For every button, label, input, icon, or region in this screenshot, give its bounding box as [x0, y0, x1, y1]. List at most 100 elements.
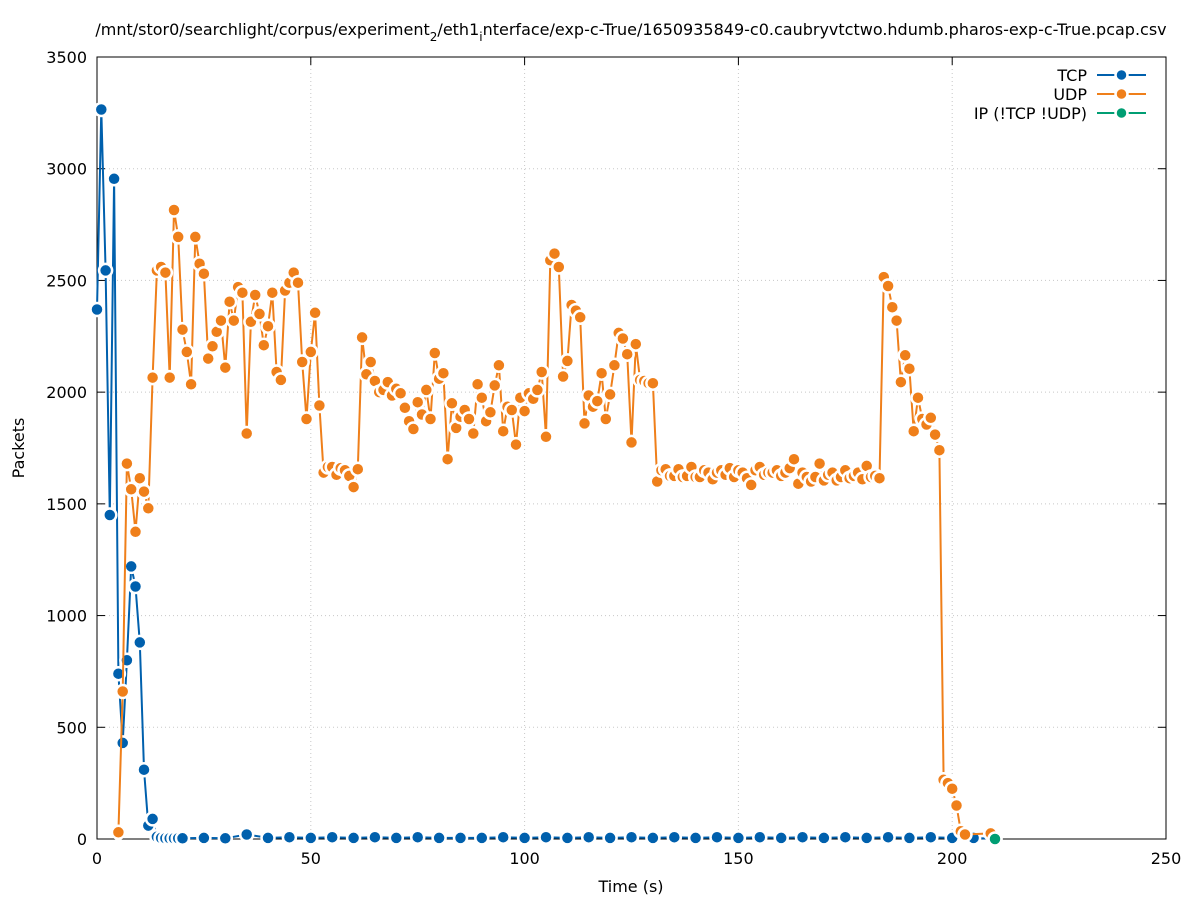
data-point: [354, 329, 370, 346]
series-layer: [89, 101, 1003, 847]
data-point: [837, 829, 854, 845]
data-point: [786, 451, 802, 467]
data-point: [132, 634, 148, 651]
data-point: [615, 330, 631, 347]
data-point: [897, 347, 913, 364]
data-point: [576, 415, 593, 432]
data-point: [893, 374, 909, 390]
data-point: [538, 429, 554, 445]
data-point: [931, 442, 948, 458]
data-point: [491, 357, 507, 374]
data-point: [409, 829, 426, 845]
data-point: [273, 372, 289, 388]
data-point: [136, 483, 152, 500]
data-point: [187, 229, 204, 245]
data-point: [174, 830, 191, 847]
data-point: [174, 321, 191, 338]
data-point: [324, 829, 340, 845]
data-point: [623, 434, 640, 451]
data-point: [645, 830, 661, 846]
data-point: [504, 402, 520, 418]
data-point: [444, 395, 460, 412]
y-tick-label: 3000: [46, 160, 87, 179]
data-point: [645, 375, 661, 391]
data-point: [687, 830, 704, 846]
data-point: [392, 385, 409, 402]
data-point: [345, 479, 362, 495]
data-point: [114, 735, 131, 751]
data-point: [589, 393, 606, 409]
data-point: [166, 202, 182, 218]
data-point: [110, 665, 127, 682]
data-point: [482, 404, 499, 421]
data-point: [551, 259, 567, 275]
data-point: [217, 359, 234, 376]
data-point: [405, 421, 422, 437]
data-point: [367, 829, 383, 845]
data-point: [157, 264, 174, 281]
data-point: [226, 312, 242, 329]
data-point: [944, 780, 960, 797]
data-point: [794, 829, 811, 845]
x-tick-label: 100: [509, 849, 540, 868]
data-point: [161, 369, 178, 386]
legend-label: UDP: [1053, 85, 1087, 104]
series-line: [117, 209, 991, 836]
data-point: [213, 312, 229, 329]
data-point: [452, 830, 469, 846]
x-tick-label: 250: [1151, 849, 1182, 868]
data-point: [97, 262, 114, 279]
data-point: [495, 829, 511, 845]
data-point: [474, 389, 490, 406]
data-point: [555, 368, 571, 385]
y-tick-label: 1500: [46, 495, 87, 514]
data-point: [294, 354, 310, 370]
data-point: [533, 364, 550, 380]
series-udp: [110, 202, 999, 843]
data-point: [256, 337, 272, 353]
data-point: [144, 811, 161, 827]
data-point: [529, 382, 546, 398]
legend-label: IP (!TCP !UDP): [974, 104, 1087, 123]
y-tick-label: 0: [77, 830, 87, 849]
data-point: [516, 403, 533, 419]
data-point: [132, 470, 148, 486]
data-point: [752, 829, 768, 845]
y-tick-label: 2500: [46, 271, 87, 290]
data-point: [93, 101, 110, 118]
y-tick-label: 2000: [46, 383, 87, 402]
data-point: [170, 229, 186, 245]
data-point: [123, 558, 139, 575]
data-point: [251, 306, 268, 322]
data-point: [140, 500, 157, 517]
data-point: [910, 389, 926, 406]
chart-title: /mnt/stor0/searchlight/corpus/experiment…: [95, 20, 1166, 44]
legend-marker: [1114, 67, 1129, 83]
data-point: [602, 386, 618, 403]
data-point: [508, 436, 524, 453]
legend-marker: [1114, 105, 1129, 121]
data-point: [559, 353, 576, 369]
data-point: [901, 360, 918, 377]
data-point: [247, 287, 263, 303]
data-point: [927, 426, 943, 443]
data-point: [144, 369, 161, 386]
data-point: [127, 578, 144, 595]
data-point: [311, 397, 328, 414]
data-point: [238, 826, 255, 843]
data-point: [709, 829, 725, 845]
data-point: [388, 830, 405, 846]
data-point: [730, 830, 747, 846]
x-tick-label: 150: [723, 849, 754, 868]
data-point: [264, 284, 281, 301]
data-point: [923, 829, 939, 845]
data-point: [106, 171, 122, 187]
data-point: [572, 309, 588, 326]
y-tick-label: 3500: [46, 48, 87, 67]
data-point: [238, 425, 255, 442]
data-point: [602, 830, 618, 846]
data-point: [871, 470, 888, 486]
data-point: [469, 376, 486, 393]
x-tick-label: 0: [92, 849, 102, 868]
